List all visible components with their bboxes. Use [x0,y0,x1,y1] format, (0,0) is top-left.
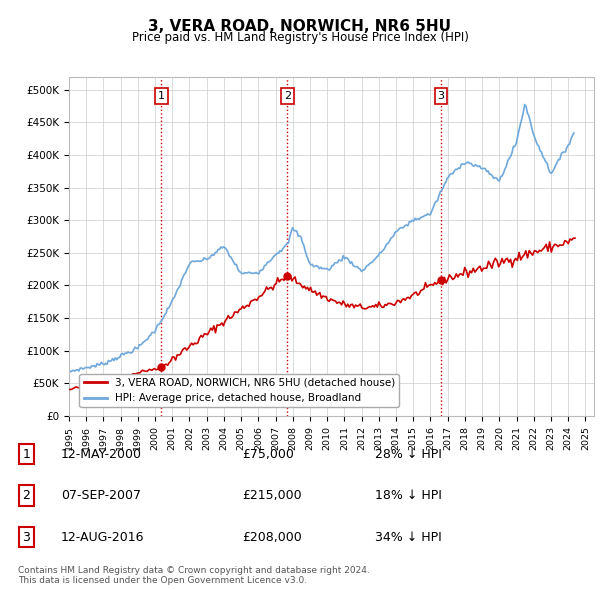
Text: 07-SEP-2007: 07-SEP-2007 [61,489,141,502]
Text: 1: 1 [158,91,165,101]
Text: 2: 2 [22,489,31,502]
Text: 3, VERA ROAD, NORWICH, NR6 5HU: 3, VERA ROAD, NORWICH, NR6 5HU [149,19,452,34]
Text: 18% ↓ HPI: 18% ↓ HPI [375,489,442,502]
Text: 12-MAY-2000: 12-MAY-2000 [61,448,142,461]
Text: 1: 1 [22,448,31,461]
Text: 34% ↓ HPI: 34% ↓ HPI [375,530,442,543]
Text: £215,000: £215,000 [242,489,302,502]
Text: 12-AUG-2016: 12-AUG-2016 [61,530,145,543]
Legend: 3, VERA ROAD, NORWICH, NR6 5HU (detached house), HPI: Average price, detached ho: 3, VERA ROAD, NORWICH, NR6 5HU (detached… [79,374,399,407]
Text: 28% ↓ HPI: 28% ↓ HPI [375,448,442,461]
Text: 3: 3 [437,91,445,101]
Text: 2: 2 [284,91,291,101]
Text: Contains HM Land Registry data © Crown copyright and database right 2024.
This d: Contains HM Land Registry data © Crown c… [18,566,370,585]
Text: £75,000: £75,000 [242,448,294,461]
Text: Price paid vs. HM Land Registry's House Price Index (HPI): Price paid vs. HM Land Registry's House … [131,31,469,44]
Text: £208,000: £208,000 [242,530,302,543]
Text: 3: 3 [22,530,31,543]
